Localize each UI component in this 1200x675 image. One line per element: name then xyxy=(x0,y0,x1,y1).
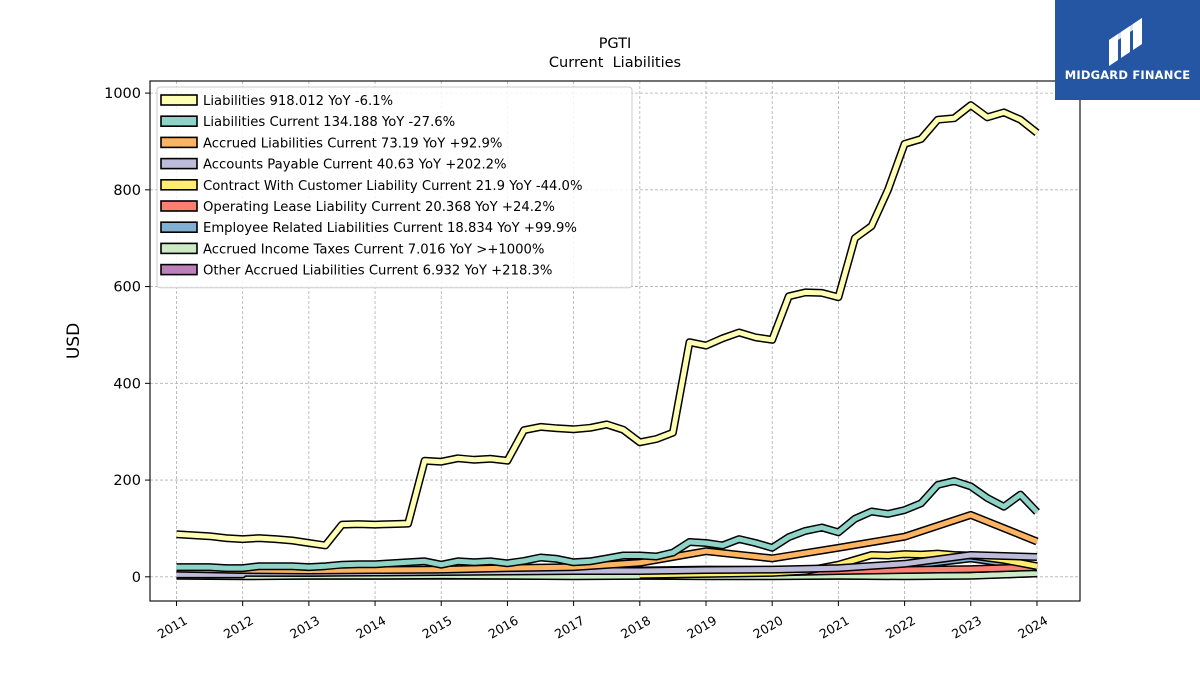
legend-label: Employee Related Liabilities Current 18.… xyxy=(203,221,577,236)
legend-swatch xyxy=(160,242,198,255)
x-tick-label: 2014 xyxy=(353,613,388,642)
chart-subtitle: Current Liabilities xyxy=(549,55,681,71)
series-line xyxy=(176,102,1039,548)
y-axis-label: USD xyxy=(64,323,84,359)
plot-frame xyxy=(149,80,1081,602)
x-tick-label: 2019 xyxy=(684,613,719,642)
x-tick-label: 2016 xyxy=(486,613,521,642)
x-tick-label: 2018 xyxy=(618,613,653,642)
x-tick-label: 2012 xyxy=(221,613,256,642)
legend-swatch xyxy=(160,136,198,149)
x-axis: 2011 2012 2013 2014 2015 2016 2017 2018 2019 2020… xyxy=(155,601,1050,642)
chart-title: PGTI xyxy=(599,36,632,52)
series-lines xyxy=(176,101,1040,581)
legend-swatch xyxy=(160,263,198,276)
legend-label: Accrued Income Taxes Current 7.016 YoY >… xyxy=(203,242,544,257)
y-tick-label: 800 xyxy=(113,183,141,199)
legend-label: Liabilities 918.012 YoY -6.1% xyxy=(203,94,393,109)
legend-swatch xyxy=(160,221,198,233)
y-tick-label: 0 xyxy=(132,570,141,586)
legend: Liabilities 918.012 YoY -6.1% Liabilities… xyxy=(156,86,633,289)
legend-label: Accrued Liabilities Current 73.19 YoY +9… xyxy=(203,136,502,151)
logo-mark-icon xyxy=(1109,18,1142,66)
legend-label: Contract With Customer Liability Current… xyxy=(203,179,582,194)
y-axis: 0 200 400 600 800 1000 xyxy=(104,86,150,586)
y-tick-label: 1000 xyxy=(104,86,141,102)
x-tick-label: 2024 xyxy=(1015,613,1050,642)
x-tick-label: 2013 xyxy=(287,613,322,642)
x-tick-label: 2011 xyxy=(155,613,190,642)
brand-logo: MIDGARD FINANCE xyxy=(1055,0,1200,100)
y-tick-label: 200 xyxy=(113,473,141,489)
x-tick-label: 2017 xyxy=(552,613,587,642)
series-line xyxy=(176,478,1039,571)
legend-box xyxy=(156,86,633,289)
x-tick-label: 2023 xyxy=(949,613,984,642)
y-tick-label: 400 xyxy=(113,376,141,392)
legend-label: Operating Lease Liability Current 20.368… xyxy=(203,200,555,215)
x-tick-label: 2020 xyxy=(750,613,785,642)
legend-label: Liabilities Current 134.188 YoY -27.6% xyxy=(203,115,455,130)
legend-swatch xyxy=(160,179,198,191)
x-tick-label: 2021 xyxy=(817,613,852,642)
legend-swatch xyxy=(160,200,198,212)
logo-text: MIDGARD FINANCE xyxy=(1064,68,1191,82)
x-tick-label: 2022 xyxy=(883,613,918,642)
legend-swatch xyxy=(160,94,198,106)
legend-label: Accounts Payable Current 40.63 YoY +202.… xyxy=(203,158,507,173)
legend-swatch xyxy=(160,157,198,170)
legend-label: Other Accrued Liabilities Current 6.932 … xyxy=(203,264,552,279)
legend-swatch xyxy=(160,115,198,127)
x-tick-label: 2015 xyxy=(419,613,454,642)
y-tick-label: 600 xyxy=(113,280,141,296)
